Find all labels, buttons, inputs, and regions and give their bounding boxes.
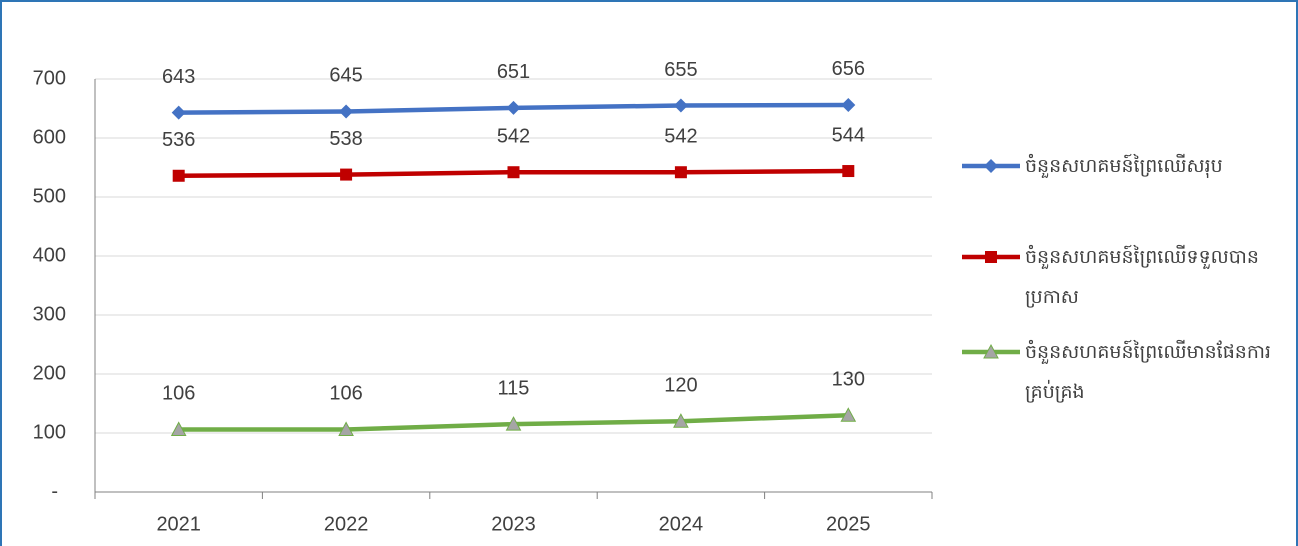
legend-label: ចំនួនសហគមន៍ព្រៃឈើមានផែនការគ្រប់គ្រង: [1025, 341, 1271, 403]
y-tick-label: 100: [33, 421, 66, 443]
marker: [505, 416, 522, 431]
x-tick-label: 2025: [826, 513, 871, 535]
legend-label: ចំនួនសហគមន៍ព្រៃឈើសរុប: [1025, 155, 1223, 177]
marker: [340, 168, 353, 181]
data-label: 643: [162, 66, 195, 88]
data-label: 651: [497, 61, 530, 83]
marker: [984, 159, 998, 173]
data-label: 106: [329, 383, 362, 405]
y-tick-label: -: [51, 480, 58, 502]
data-label: 542: [497, 126, 530, 148]
marker: [338, 421, 354, 436]
y-tick-label: 500: [33, 185, 66, 207]
data-label: 106: [162, 383, 195, 405]
marker: [507, 166, 520, 179]
marker: [170, 421, 187, 436]
data-label: 130: [832, 369, 865, 391]
y-tick-label: 400: [33, 244, 66, 266]
x-tick-label: 2022: [324, 513, 369, 535]
marker: [983, 343, 999, 359]
marker: [674, 166, 687, 179]
legend-label: ចំនួនសហគមន៍ព្រៃឈើទទួលបានប្រកាស: [1025, 246, 1259, 308]
data-label: 538: [329, 128, 362, 150]
y-tick-label: 300: [33, 303, 66, 325]
data-label: 120: [664, 374, 697, 396]
marker: [339, 104, 354, 119]
marker: [985, 251, 997, 263]
marker: [506, 100, 521, 115]
marker: [841, 97, 856, 112]
x-tick-label: 2023: [491, 513, 536, 535]
y-tick-label: 200: [33, 362, 66, 384]
marker: [840, 407, 857, 422]
data-label: 645: [329, 65, 362, 87]
data-label: 656: [832, 58, 865, 80]
marker: [172, 169, 185, 182]
data-label: 655: [664, 59, 697, 81]
data-label: 542: [664, 126, 697, 148]
marker: [171, 105, 186, 120]
marker: [842, 165, 855, 178]
x-tick-label: 2021: [156, 513, 201, 535]
marker: [673, 413, 689, 428]
marker: [673, 98, 688, 113]
data-label: 115: [498, 377, 530, 399]
y-tick-label: 700: [33, 67, 66, 89]
x-tick-label: 2024: [659, 513, 704, 535]
data-label: 544: [832, 124, 865, 146]
data-label: 536: [162, 129, 195, 151]
y-tick-label: 600: [33, 126, 66, 148]
